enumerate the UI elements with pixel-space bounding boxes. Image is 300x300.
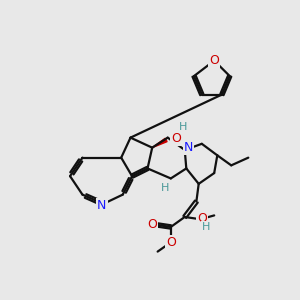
Text: O: O xyxy=(166,236,176,249)
Text: O: O xyxy=(197,212,207,225)
Text: H: H xyxy=(202,222,211,232)
Polygon shape xyxy=(152,138,167,148)
Text: N: N xyxy=(97,199,106,212)
Text: H: H xyxy=(179,122,188,132)
Text: H: H xyxy=(160,183,169,193)
Text: N: N xyxy=(184,141,193,154)
Text: O: O xyxy=(209,54,219,67)
Text: O: O xyxy=(171,132,181,145)
Text: O: O xyxy=(147,218,157,231)
